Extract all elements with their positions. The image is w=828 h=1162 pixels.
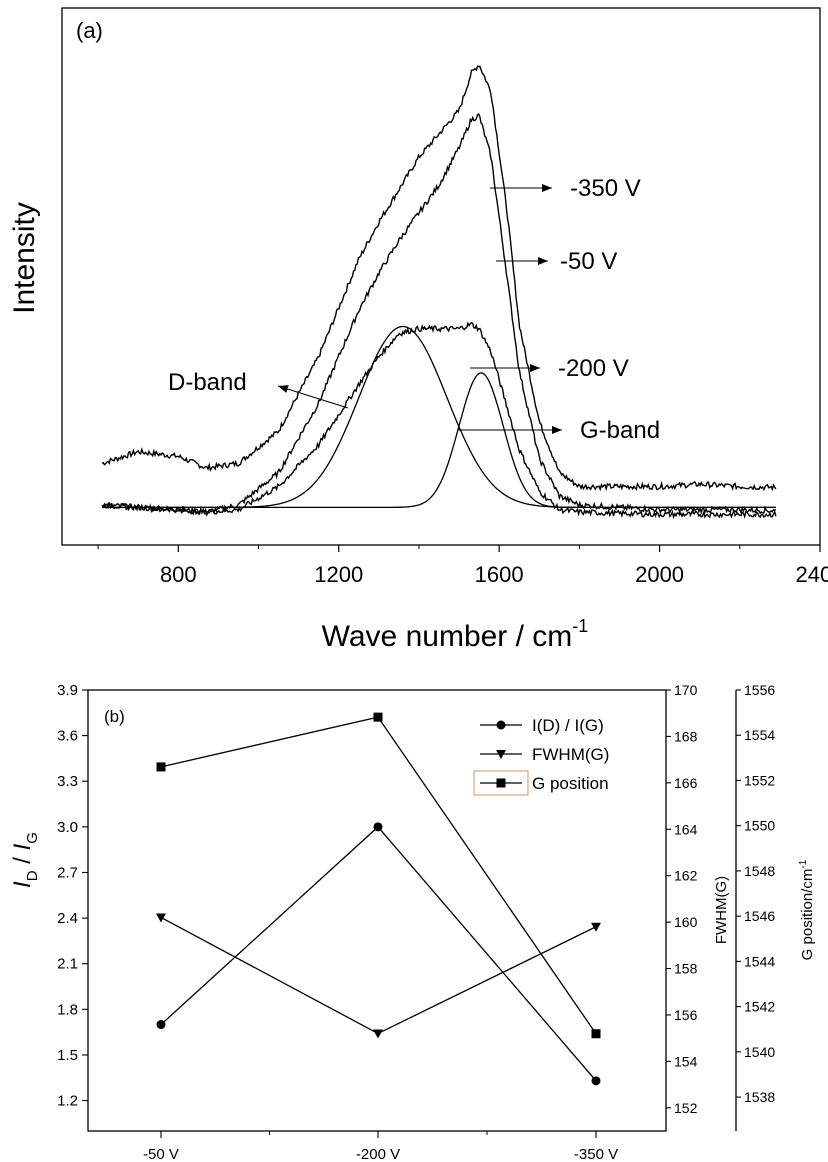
panel-b-gposition-tick-label: 1546 [744,908,775,924]
series-point-2 [373,712,383,722]
panel-b-gposition-tick-label: 1554 [744,727,775,743]
label-350v: -350 V [570,175,641,202]
panel-b-fwhm-tick-label: 170 [674,682,698,698]
panel-b-left-y-ticks: 1.2 1.5 1.8 2.1 2.4 2.7 3.0 3.3 3.6 3.9 [57,682,88,1110]
panel-b-gposition-y-ticks: 1538 1540 1542 1544 1546 1548 1550 1552 1554 1556 [736,682,775,1105]
panel-b-gposition-tick-label: 1556 [744,682,775,698]
series-line-0 [160,825,597,1082]
panel-b-left-tick-label: 3.3 [57,773,78,790]
panel-a-curves [101,65,777,520]
panel-b-gposition-tick-label: 1552 [744,772,775,788]
panel-b-legend: I(D) / I(G) FWHM(G) G position [473,716,609,796]
label-200v-arrow-head [530,364,540,372]
panel-b-plot-frame [87,689,667,1132]
label-350v-arrow-head [542,184,552,192]
panel-b-left-tick-label: 1.8 [57,1001,78,1018]
panel-b-left-tick-label: 3.6 [57,728,78,745]
series-point-2 [591,1029,601,1039]
panel-b-left-tick-label: 2.7 [57,864,78,881]
legend-marker-1 [496,750,506,759]
panel-b-left-tick-label: 2.4 [57,910,78,927]
panel-b-x-tick-label: -50 V [143,1146,179,1162]
legend-highlight-box [473,770,529,796]
panel-b-left-tick-label: 1.2 [57,1093,78,1110]
panel-a-annotations: -350 V -50 V -200 V G-band D-band [168,175,660,444]
panel-b-trend-chart: (b) 1.21.51.82.12.42.73.03.33.63.9 15215… [9,682,816,1162]
panel-b-fwhm-tick-label: 158 [674,961,698,977]
panel-a-plot-frame [61,7,821,546]
panel-b-left-tick-label: 2.1 [57,956,78,973]
panel-a-y-axis-label: Intensity [8,202,41,314]
series-point-2 [156,762,166,772]
spectrum-curve-200Vv [101,321,777,520]
panel-b-series [156,712,601,1086]
series-point-1 [156,913,166,923]
d-band-arrow-head [278,385,289,393]
series-point-0 [591,1076,601,1086]
panel-b-label: (b) [104,707,125,726]
panel-b-left-tick-label: 1.5 [57,1047,78,1064]
legend-marker-2 [496,778,506,788]
panel-a-x-tick-label: 1600 [475,562,524,587]
panel-a-x-ticks: 800 1200 1600 2000 2400 [97,545,828,587]
panel-a-x-tick-label: 1200 [314,562,363,587]
g-band-fit-curve [102,372,776,509]
panel-b-fwhm-tick-label: 152 [674,1100,698,1116]
panel-b-fwhm-tick-label: 156 [674,1007,698,1023]
label-50v: -50 V [560,248,617,275]
d-band-fit-curve [102,325,776,509]
panel-b-fwhm-axis-label: FWHM(G) [713,876,730,944]
panel-b-x-ticks: -50 V -200 V -350 V [143,1131,618,1162]
panel-a-x-tick-label: 800 [160,562,197,587]
spectrum-curve-350Vv [101,65,777,492]
series-point-0 [373,822,383,832]
series-point-1 [591,922,601,932]
d-band-label: D-band [168,369,247,396]
panel-b-fwhm-y-ticks: 152 154 156 158 160 162 164 166 168 170 [666,682,698,1116]
series-line-2 [160,716,597,1035]
panel-b-left-tick-label: 3.0 [57,819,78,836]
panel-a-x-tick-label: 2000 [635,562,684,587]
d-band-arrow-line [277,385,349,409]
panel-b-left-y-axis-label: ID / IG [9,832,41,888]
legend-marker-0 [496,720,506,730]
panel-a-x-tick-label: 2400 [796,562,828,587]
panel-b-gposition-tick-label: 1540 [744,1044,775,1060]
legend-label-2: G position [532,774,609,793]
panel-b-fwhm-tick-label: 164 [674,821,698,837]
panel-b-fwhm-tick-label: 168 [674,728,698,744]
panel-b-fwhm-tick-label: 154 [674,1053,698,1069]
panel-b-gposition-tick-label: 1538 [744,1089,775,1105]
legend-label-0: I(D) / I(G) [532,716,604,735]
spectrum-curve-50Vv [101,113,777,516]
label-50v-arrow-head [538,257,548,265]
legend-label-1: FWHM(G) [532,745,609,764]
panel-b-gposition-tick-label: 1550 [744,818,775,834]
panel-a-spectrum-chart: (a) 800 1200 1600 2000 2400 -350 V -50 V -200 … [8,7,828,653]
panel-b-fwhm-tick-label: 162 [674,868,698,884]
series-point-0 [156,1020,166,1030]
panel-b-gposition-tick-label: 1544 [744,953,775,969]
panel-b-fwhm-tick-label: 166 [674,775,698,791]
panel-b-fwhm-tick-label: 160 [674,914,698,930]
label-200v: -200 V [558,355,629,382]
panel-b-left-tick-label: 3.9 [57,682,78,699]
series-line-1 [160,916,597,1035]
panel-b-gposition-tick-label: 1548 [744,863,775,879]
panel-b-x-tick-label: -350 V [574,1146,618,1162]
panel-b-x-tick-label: -200 V [356,1146,400,1162]
g-band-arrow-head [552,426,562,434]
g-band-label: G-band [580,417,660,444]
series-point-1 [373,1029,383,1039]
panel-b-gposition-tick-label: 1542 [744,999,775,1015]
panel-a-x-axis-label: Wave number / cm-1 [322,616,589,653]
panel-a-label: (a) [76,18,103,43]
panel-b-gposition-axis-label: G position/cm-1 [798,859,816,960]
